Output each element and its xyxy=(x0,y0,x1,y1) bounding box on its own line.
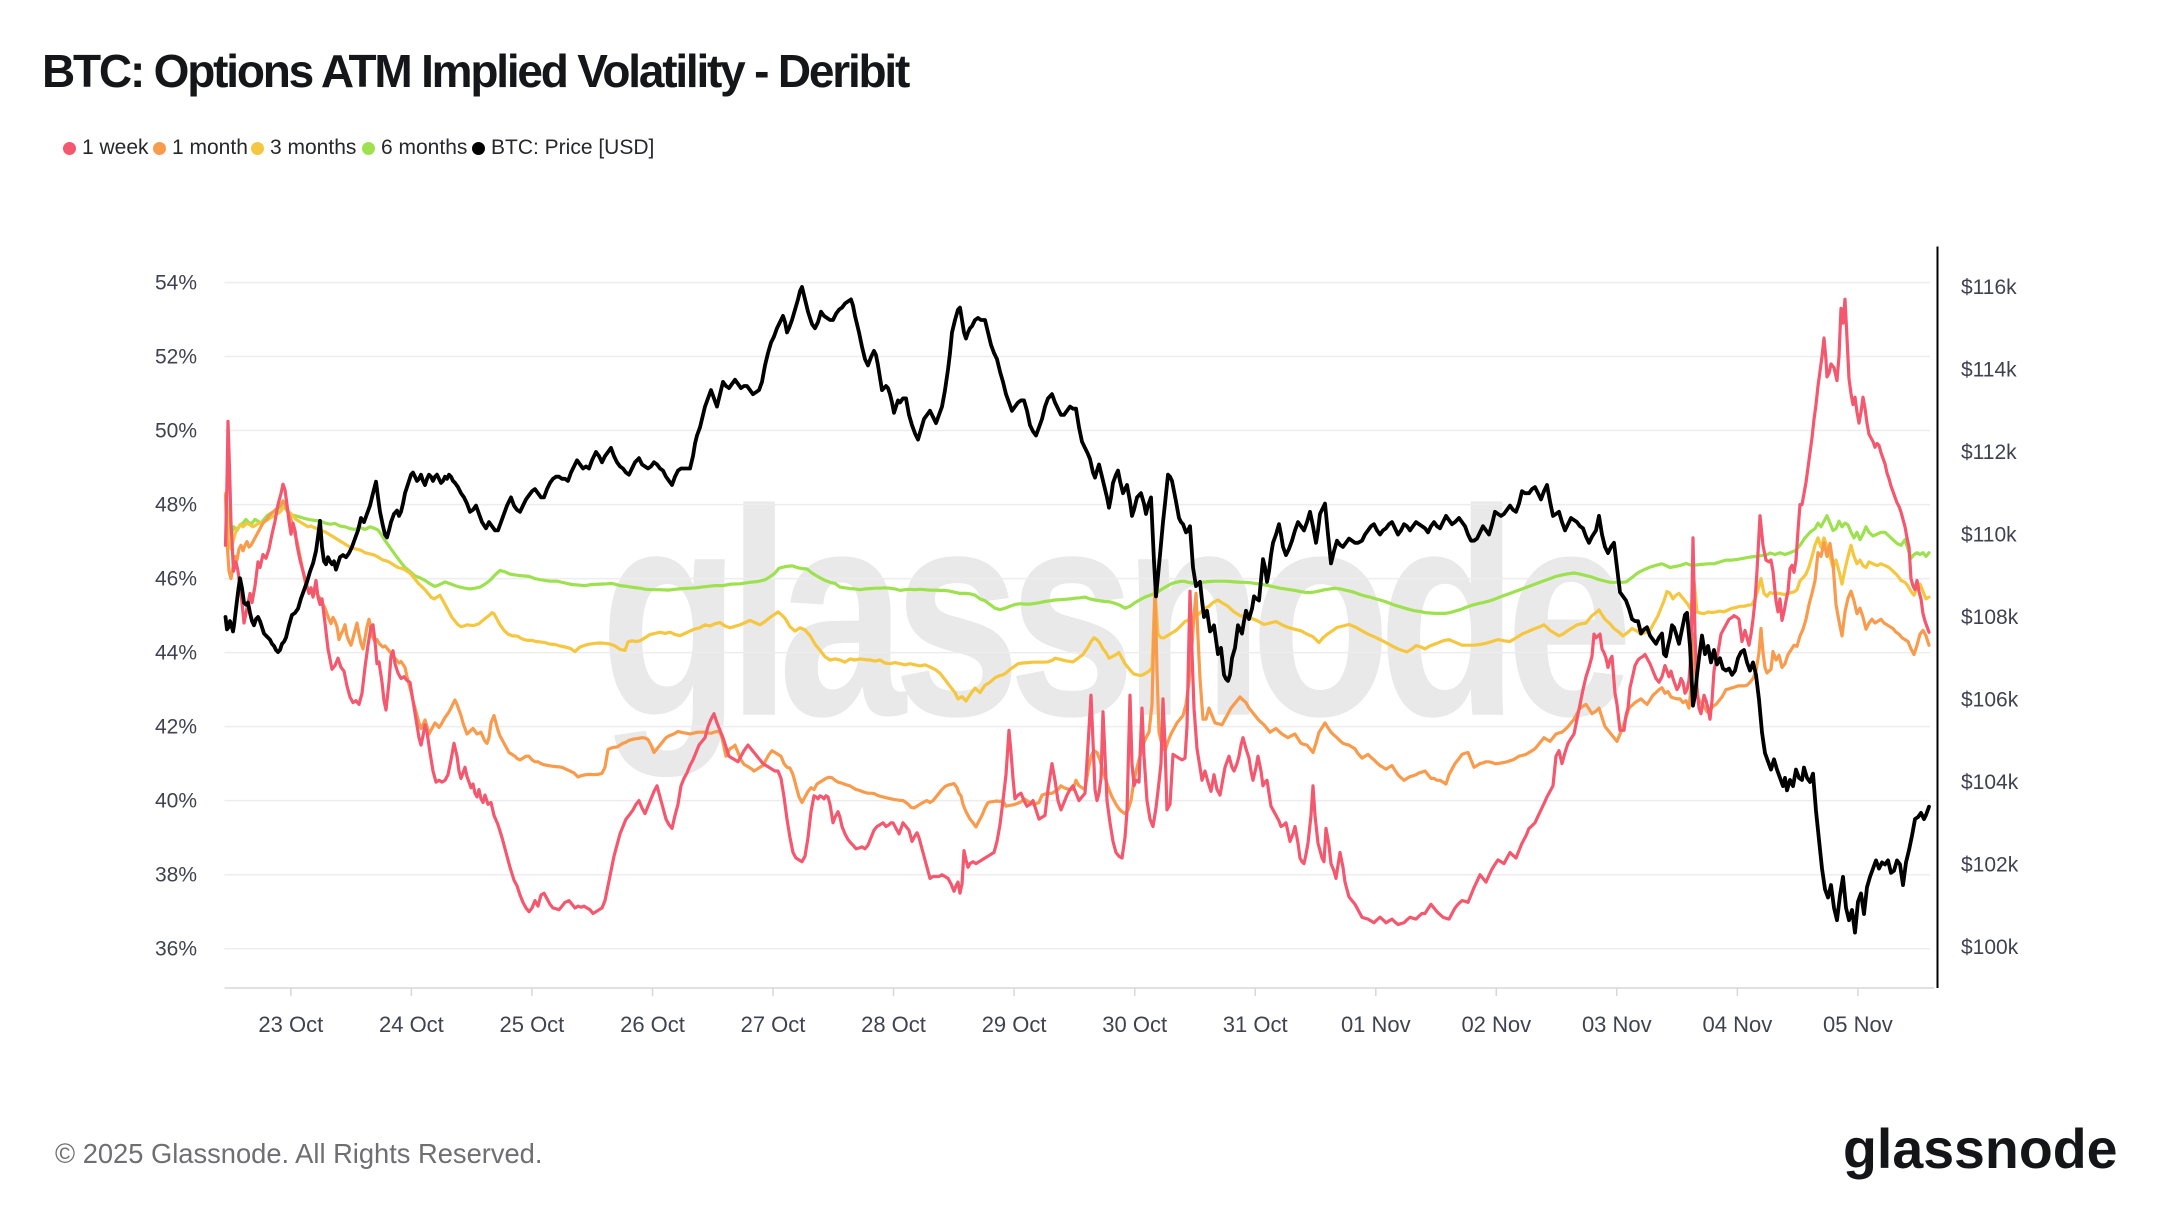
svg-text:03 Nov: 03 Nov xyxy=(1582,1012,1652,1037)
svg-text:27 Oct: 27 Oct xyxy=(741,1012,806,1037)
svg-text:$112k: $112k xyxy=(1961,441,2017,464)
svg-text:42%: 42% xyxy=(155,716,197,739)
svg-text:$102k: $102k xyxy=(1961,854,2019,877)
svg-text:05 Nov: 05 Nov xyxy=(1823,1012,1893,1037)
svg-text:$114k: $114k xyxy=(1961,359,2017,382)
svg-text:30 Oct: 30 Oct xyxy=(1102,1012,1167,1037)
svg-text:$106k: $106k xyxy=(1961,689,2019,712)
svg-text:02 Nov: 02 Nov xyxy=(1461,1012,1531,1037)
svg-text:50%: 50% xyxy=(155,420,197,443)
svg-text:$110k: $110k xyxy=(1961,524,2017,547)
svg-text:38%: 38% xyxy=(155,864,197,887)
svg-text:52%: 52% xyxy=(155,346,197,369)
svg-text:36%: 36% xyxy=(155,938,197,961)
svg-text:31 Oct: 31 Oct xyxy=(1223,1012,1288,1037)
svg-text:46%: 46% xyxy=(155,568,197,591)
svg-text:54%: 54% xyxy=(155,272,197,295)
svg-text:29 Oct: 29 Oct xyxy=(982,1012,1047,1037)
svg-text:$100k: $100k xyxy=(1961,936,2019,959)
svg-text:01 Nov: 01 Nov xyxy=(1341,1012,1411,1037)
svg-text:25 Oct: 25 Oct xyxy=(499,1012,564,1037)
svg-text:26 Oct: 26 Oct xyxy=(620,1012,685,1037)
svg-text:$116k: $116k xyxy=(1961,276,2017,299)
svg-text:48%: 48% xyxy=(155,494,197,517)
svg-text:28 Oct: 28 Oct xyxy=(861,1012,926,1037)
svg-text:$108k: $108k xyxy=(1961,606,2019,629)
svg-text:24 Oct: 24 Oct xyxy=(379,1012,444,1037)
svg-text:04 Nov: 04 Nov xyxy=(1703,1012,1773,1037)
svg-text:40%: 40% xyxy=(155,790,197,813)
svg-text:23 Oct: 23 Oct xyxy=(258,1012,323,1037)
svg-text:$104k: $104k xyxy=(1961,771,2019,794)
svg-text:44%: 44% xyxy=(155,642,197,665)
